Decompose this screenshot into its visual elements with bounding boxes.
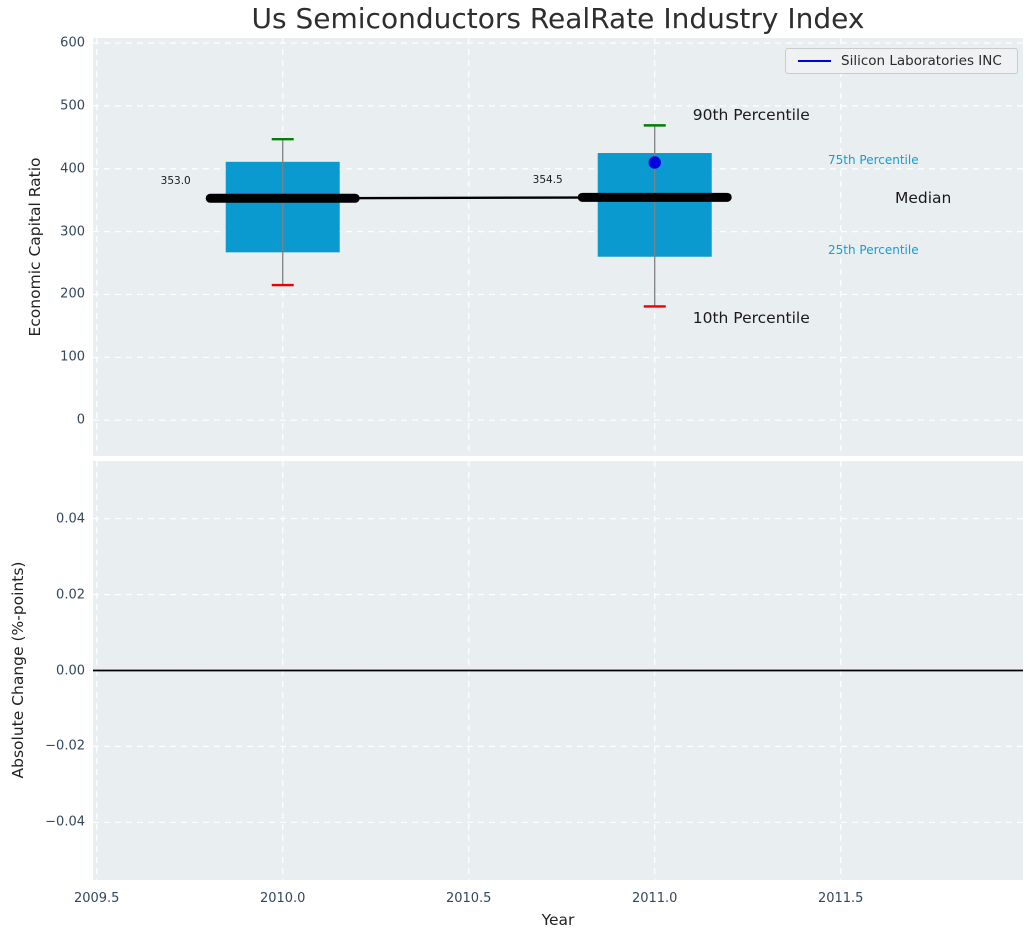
median-value-label-2011: 354.5 — [532, 174, 563, 187]
legend-label: Silicon Laboratories INC — [841, 53, 1002, 69]
y-tick-label-top: 500 — [60, 98, 85, 114]
x-tick-label: 2011.5 — [817, 891, 864, 906]
x-tick-label: 2010.0 — [259, 891, 306, 906]
annotation-median: Median — [895, 189, 952, 208]
chart-title: Us Semiconductors RealRate Industry Inde… — [251, 2, 865, 35]
x-tick-label: 2011.0 — [631, 891, 678, 906]
annotation-25th-percentile: 25th Percentile — [828, 243, 919, 258]
annotation-10th-percentile: 10th Percentile — [692, 309, 810, 328]
annotation-75th-percentile: 75th Percentile — [828, 152, 919, 167]
x-tick-label: 2010.5 — [445, 891, 492, 906]
y-axis-label-top: Economic Capital Ratio — [26, 157, 44, 337]
y-tick-label-bottom: −0.04 — [45, 814, 85, 830]
y-tick-label-top: 400 — [60, 161, 85, 177]
y-tick-label-top: 200 — [60, 286, 85, 302]
y-tick-label-top: 600 — [60, 35, 85, 51]
y-tick-label-top: 100 — [60, 349, 85, 365]
company-marker — [648, 156, 661, 169]
x-tick-label: 2009.5 — [73, 891, 120, 906]
legend: Silicon Laboratories INC — [785, 48, 1018, 74]
y-tick-label-top: 0 — [76, 412, 85, 428]
median-value-label-2010: 353.0 — [160, 175, 191, 188]
y-tick-label-bottom: 0.04 — [56, 511, 85, 527]
y-tick-label-bottom: 0.02 — [56, 587, 85, 603]
legend-line-icon — [798, 60, 831, 62]
y-tick-label-top: 300 — [60, 224, 85, 240]
y-tick-label-bottom: 0.00 — [56, 663, 85, 678]
x-axis-label: Year — [541, 911, 575, 929]
annotation-90th-percentile: 90th Percentile — [692, 106, 810, 125]
y-tick-label-bottom: −0.02 — [45, 738, 85, 754]
